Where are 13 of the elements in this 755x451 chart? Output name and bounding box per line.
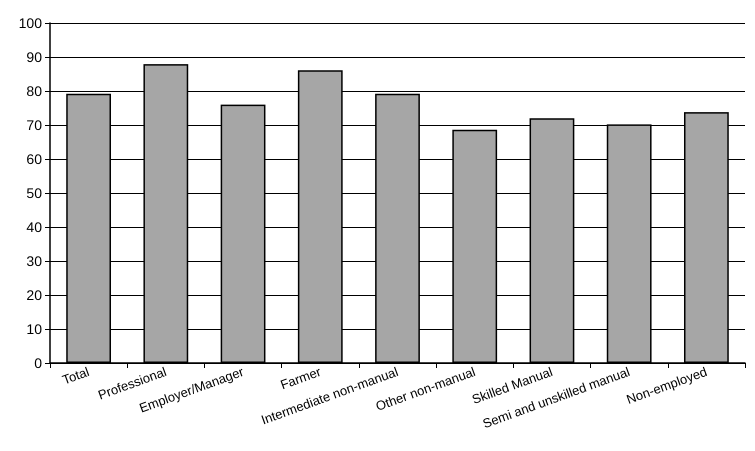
y-tick-label: 10 — [26, 321, 42, 337]
y-tick-label: 20 — [26, 287, 42, 303]
y-tick-label: 90 — [26, 49, 42, 65]
y-tick-label: 80 — [26, 83, 42, 99]
x-tick-label: Total — [60, 364, 92, 388]
y-tick-label: 60 — [26, 151, 42, 167]
y-tick-label: 50 — [26, 185, 42, 201]
y-tick-label: 70 — [26, 117, 42, 133]
y-tick-label: 100 — [18, 15, 42, 31]
y-tick-label: 40 — [26, 219, 42, 235]
x-tick-label: Farmer — [278, 364, 324, 392]
y-tick-label: 30 — [26, 253, 42, 269]
y-tick-label: 0 — [34, 355, 42, 371]
